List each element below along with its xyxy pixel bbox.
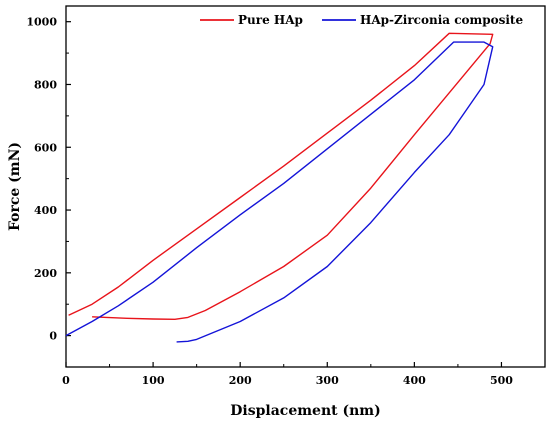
y-tick-label: 0 [49,330,57,343]
y-tick-label: 1000 [26,16,57,29]
legend: Pure HAp HAp-Zirconia composite [200,13,523,27]
x-tick-label: 0 [62,374,70,387]
axis-ticks: 0 100 200 300 400 500 0 200 400 600 800 1000 [26,16,513,387]
x-tick-label: 500 [490,374,513,387]
x-tick-label: 100 [142,374,165,387]
series-line-1 [68,32,494,320]
y-tick-label: 400 [34,204,57,217]
legend-label-2: HAp-Zirconia composite [360,13,523,27]
plot-frame [65,5,546,368]
plot-area [65,5,546,368]
x-tick-label: 400 [403,374,426,387]
legend-label-1: Pure HAp [238,13,303,27]
series-layer [65,32,494,343]
series-line-2 [65,41,494,343]
y-tick-label: 800 [34,78,57,91]
x-tick-label: 200 [229,374,252,387]
y-tick-label: 200 [34,267,57,280]
x-tick-label: 300 [316,374,339,387]
x-axis-title: Displacement (nm) [230,403,380,419]
y-tick-label: 600 [34,141,57,154]
y-axis-title: Force (mN) [7,142,23,231]
